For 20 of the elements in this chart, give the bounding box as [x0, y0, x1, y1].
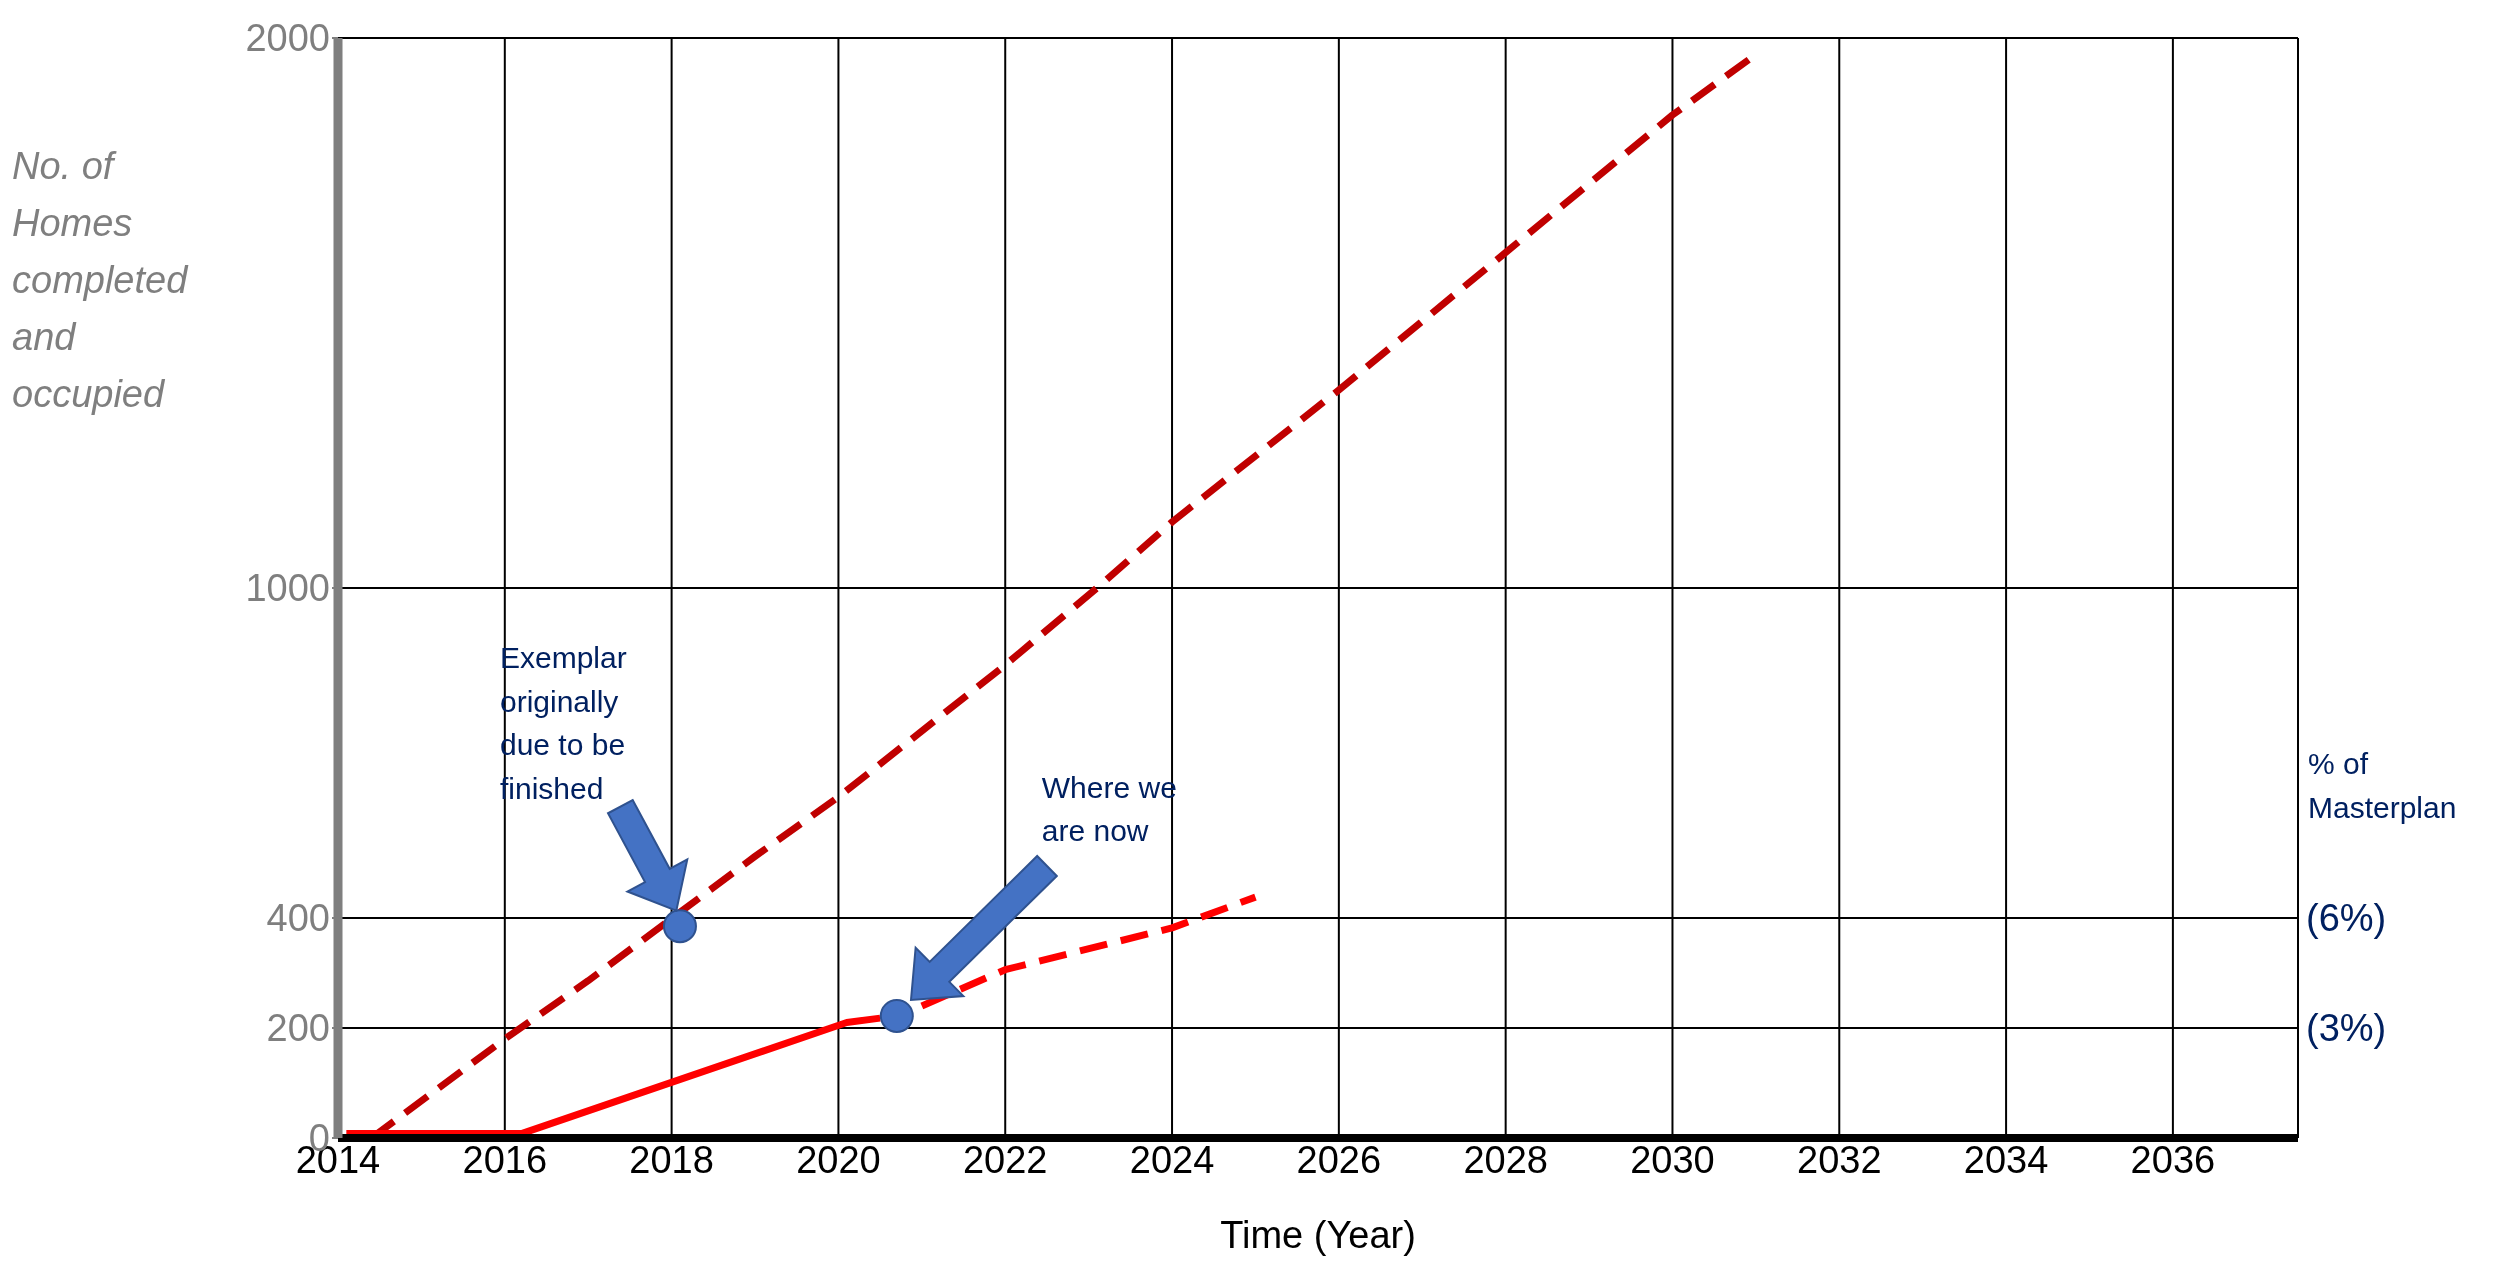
x-tick-label: 2016 [462, 1138, 548, 1181]
y-tick-label: 200 [266, 1007, 330, 1050]
x-tick-label: 2022 [962, 1138, 1048, 1181]
y-axis-title: No. of Homes completed and occupied [12, 144, 190, 417]
x-tick-label: 2018 [629, 1138, 714, 1181]
x-tick-label: 2026 [1296, 1138, 1382, 1181]
y-tick-label: 2000 [245, 17, 330, 60]
x-tick-label: 2030 [1630, 1138, 1715, 1181]
x-tick-label: 2034 [1963, 1138, 2049, 1181]
x-tick-label: 2028 [1463, 1138, 1548, 1181]
y-tick-label: 1000 [245, 567, 330, 610]
y2-tick-label: (3%) [2306, 1007, 2387, 1050]
y2-axis-title: % of Masterplan [2308, 746, 2458, 826]
x-tick-label: 2036 [2130, 1138, 2216, 1181]
y-tick-label: 400 [266, 897, 330, 940]
x-axis-title: Time (Year) [1220, 1214, 1416, 1256]
y2-tick-label: (6%) [2306, 897, 2387, 940]
x-tick-label: 2020 [796, 1138, 881, 1181]
x-tick-label: 2032 [1797, 1138, 1882, 1181]
x-tick-label: 2024 [1129, 1138, 1215, 1181]
